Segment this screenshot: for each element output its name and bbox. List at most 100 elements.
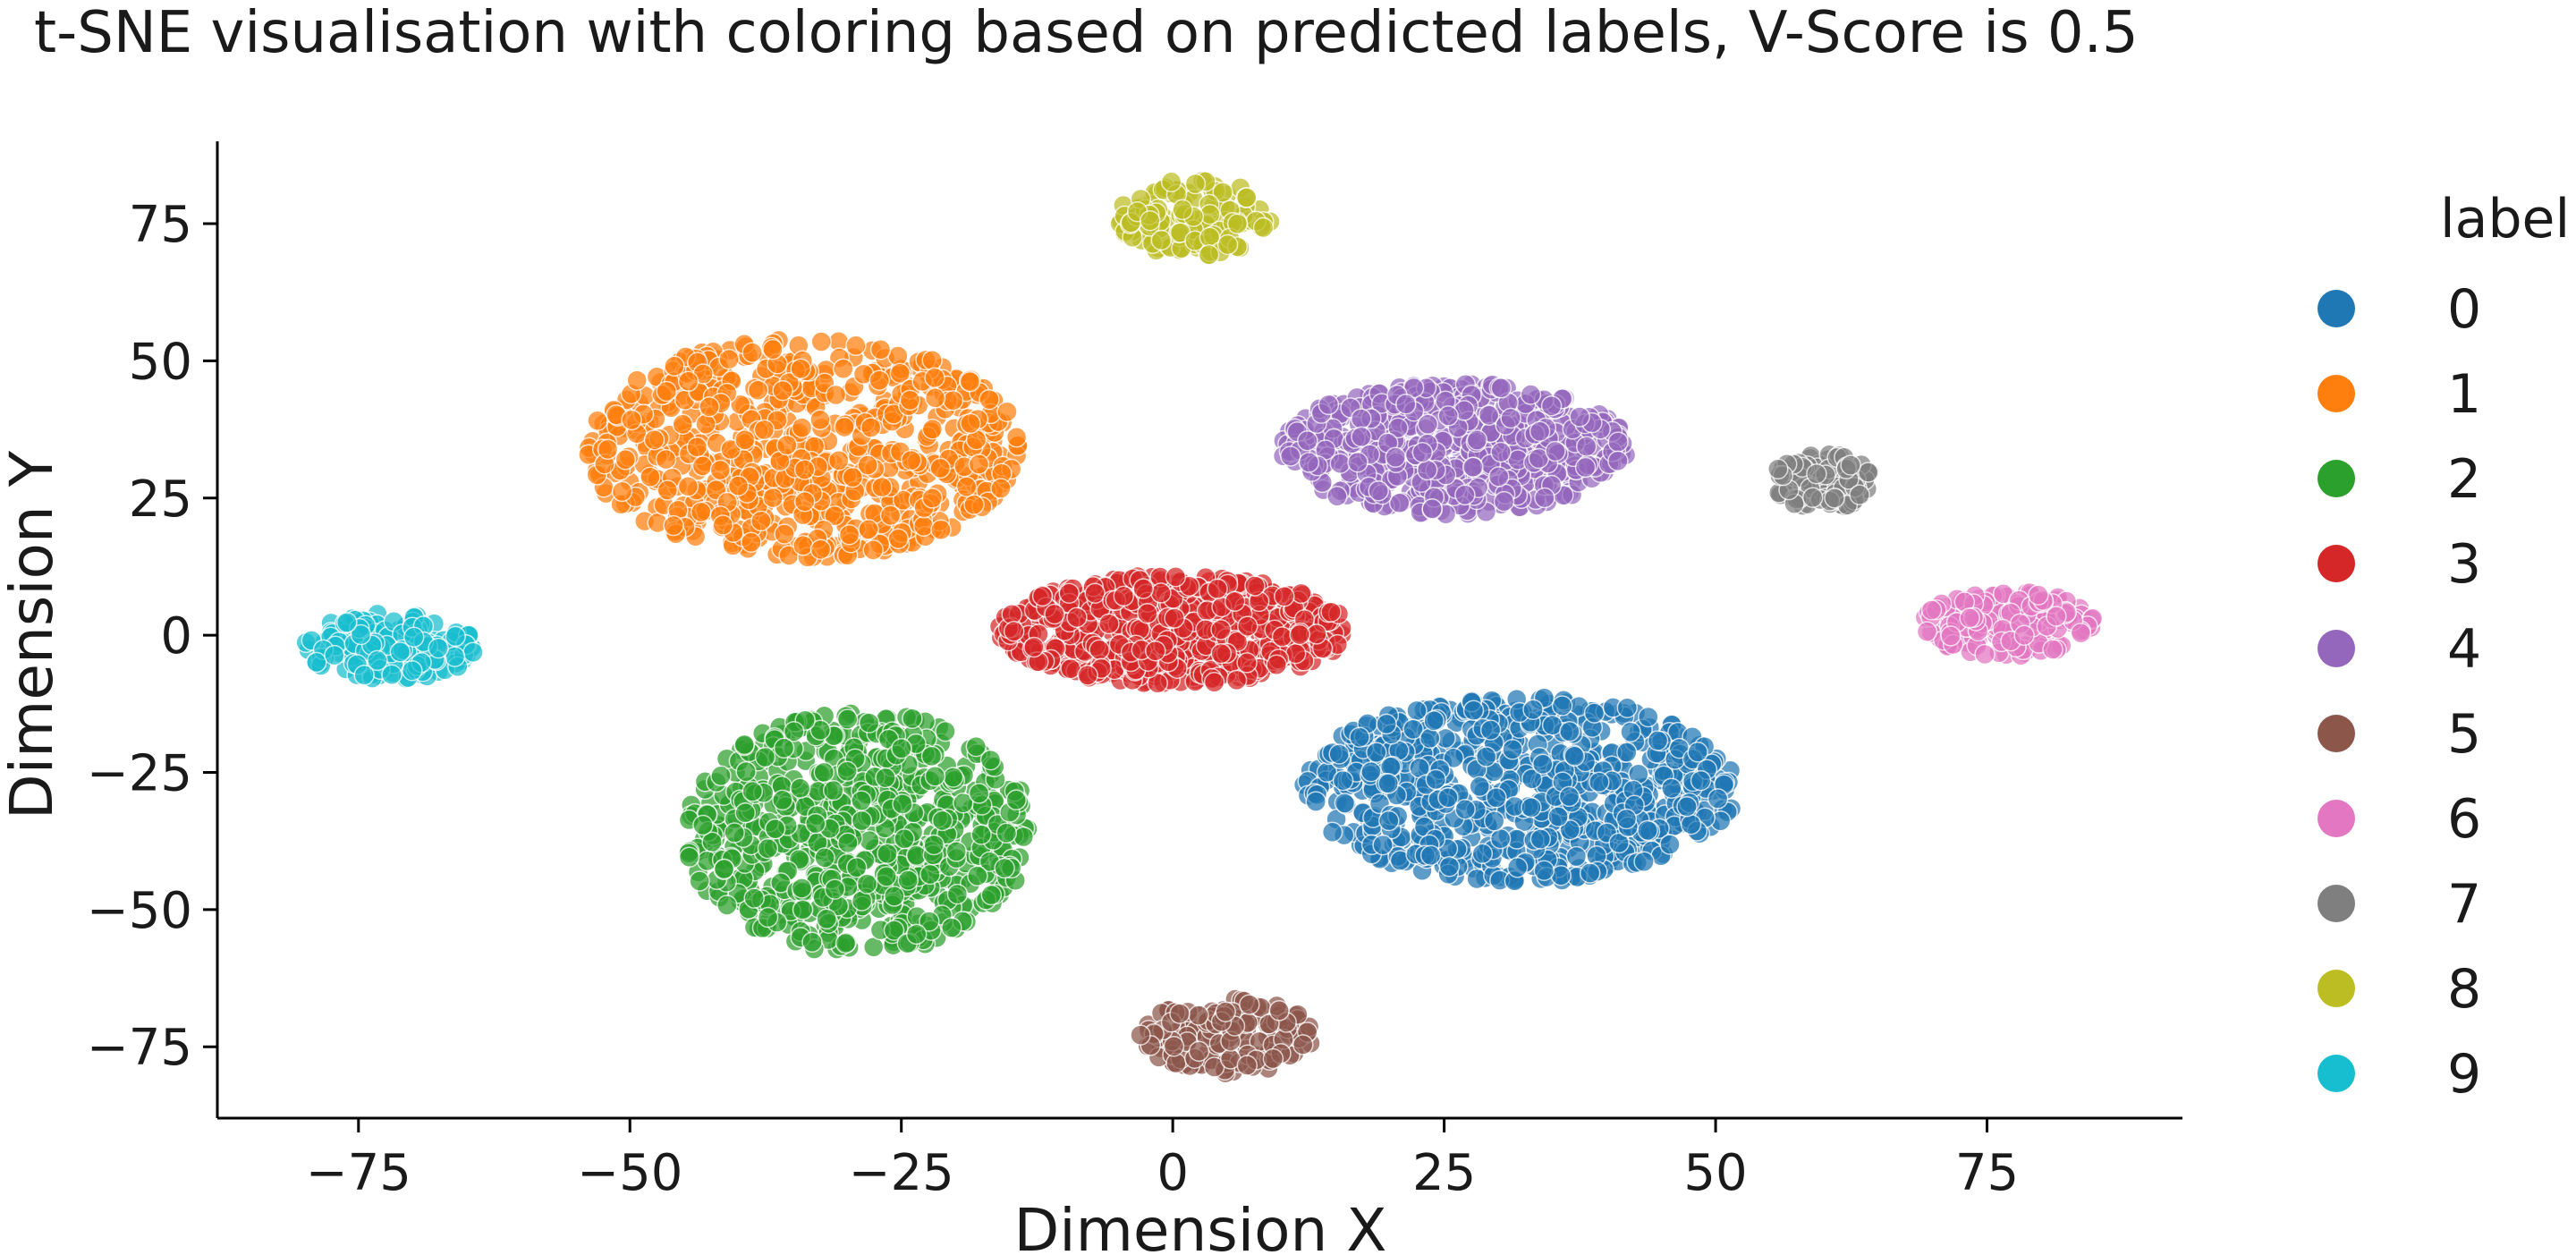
data-point bbox=[919, 863, 941, 886]
data-point bbox=[445, 625, 466, 648]
data-point bbox=[1320, 601, 1342, 623]
data-point bbox=[1437, 405, 1459, 427]
data-point bbox=[900, 449, 922, 471]
data-point bbox=[1529, 420, 1551, 442]
data-point bbox=[1066, 606, 1088, 629]
data-point bbox=[1291, 582, 1312, 605]
data-point bbox=[1534, 487, 1555, 509]
y-tick-label: 50 bbox=[129, 333, 192, 391]
data-point bbox=[921, 349, 943, 371]
legend-marker-2 bbox=[2318, 460, 2355, 497]
data-point bbox=[884, 886, 905, 907]
x-tick-label: 25 bbox=[1412, 1144, 1476, 1202]
data-point bbox=[1486, 786, 1507, 809]
legend-marker-1 bbox=[2318, 375, 2355, 412]
data-point bbox=[643, 428, 665, 451]
data-point bbox=[1130, 1024, 1151, 1046]
data-point bbox=[1659, 834, 1681, 855]
data-point bbox=[805, 812, 826, 835]
data-point bbox=[690, 501, 712, 523]
data-point bbox=[1385, 446, 1406, 468]
data-point bbox=[733, 733, 756, 756]
data-point bbox=[1244, 575, 1266, 597]
data-point bbox=[845, 335, 867, 357]
data-point bbox=[336, 612, 358, 633]
data-point bbox=[857, 454, 878, 476]
data-point bbox=[741, 531, 762, 553]
data-point bbox=[941, 917, 962, 938]
data-point bbox=[1005, 426, 1028, 448]
data-point bbox=[724, 822, 745, 844]
data-point bbox=[691, 455, 714, 477]
series-7-points bbox=[1767, 444, 1880, 517]
data-point bbox=[1298, 452, 1320, 473]
y-tick-label: −50 bbox=[87, 882, 192, 940]
data-point bbox=[1462, 700, 1485, 721]
data-point bbox=[1824, 487, 1845, 509]
data-point bbox=[1767, 458, 1789, 480]
data-point bbox=[877, 843, 898, 865]
data-point bbox=[851, 790, 872, 811]
data-point bbox=[1558, 785, 1580, 808]
data-point bbox=[699, 395, 720, 418]
data-point bbox=[689, 870, 710, 892]
legend-label-4: 4 bbox=[2447, 618, 2481, 681]
data-point bbox=[672, 413, 693, 436]
data-point bbox=[657, 479, 679, 501]
data-point bbox=[741, 781, 764, 802]
data-point bbox=[827, 449, 850, 471]
data-point bbox=[1520, 384, 1542, 405]
data-point bbox=[1607, 450, 1629, 472]
data-point bbox=[762, 338, 784, 360]
data-point bbox=[741, 342, 763, 363]
data-point bbox=[1172, 199, 1193, 221]
data-point bbox=[1351, 408, 1372, 429]
data-point bbox=[774, 523, 795, 545]
data-point bbox=[1207, 578, 1228, 600]
data-point bbox=[1188, 1040, 1210, 1063]
data-point bbox=[1198, 244, 1220, 266]
data-point bbox=[894, 827, 915, 850]
data-point bbox=[2042, 639, 2063, 660]
data-point bbox=[1615, 808, 1638, 830]
data-point bbox=[814, 847, 835, 869]
data-point bbox=[889, 362, 911, 384]
data-point bbox=[1489, 827, 1512, 850]
data-point bbox=[822, 779, 844, 801]
x-tick-label: 50 bbox=[1683, 1144, 1747, 1202]
data-point bbox=[1388, 492, 1411, 513]
data-point bbox=[428, 637, 449, 659]
data-point bbox=[1466, 429, 1488, 451]
legend-label-5: 5 bbox=[2447, 703, 2481, 766]
series-3-points bbox=[988, 565, 1352, 694]
data-point bbox=[930, 519, 952, 541]
data-point bbox=[996, 401, 1018, 422]
data-point bbox=[990, 478, 1012, 499]
data-point bbox=[921, 418, 944, 440]
data-point bbox=[1559, 720, 1580, 742]
data-point bbox=[1475, 746, 1497, 767]
legend-marker-3 bbox=[2318, 545, 2355, 582]
data-point bbox=[1274, 586, 1295, 607]
data-point bbox=[923, 834, 945, 856]
data-point bbox=[1493, 490, 1515, 513]
data-point bbox=[955, 476, 978, 497]
data-point bbox=[2046, 606, 2067, 627]
data-point bbox=[1225, 669, 1248, 691]
data-point bbox=[2028, 584, 2049, 606]
data-point bbox=[1530, 828, 1552, 850]
data-point bbox=[1574, 456, 1597, 479]
series-2-points bbox=[678, 703, 1038, 960]
data-point bbox=[1203, 672, 1225, 693]
data-point bbox=[1506, 857, 1529, 878]
data-point bbox=[960, 412, 981, 435]
data-point bbox=[789, 777, 811, 799]
data-point bbox=[836, 708, 859, 730]
data-point bbox=[942, 389, 964, 411]
data-point bbox=[757, 837, 779, 860]
legend-marker-4 bbox=[2318, 630, 2355, 667]
data-point bbox=[1849, 484, 1870, 505]
data-point bbox=[1210, 642, 1233, 665]
data-point bbox=[597, 438, 619, 461]
